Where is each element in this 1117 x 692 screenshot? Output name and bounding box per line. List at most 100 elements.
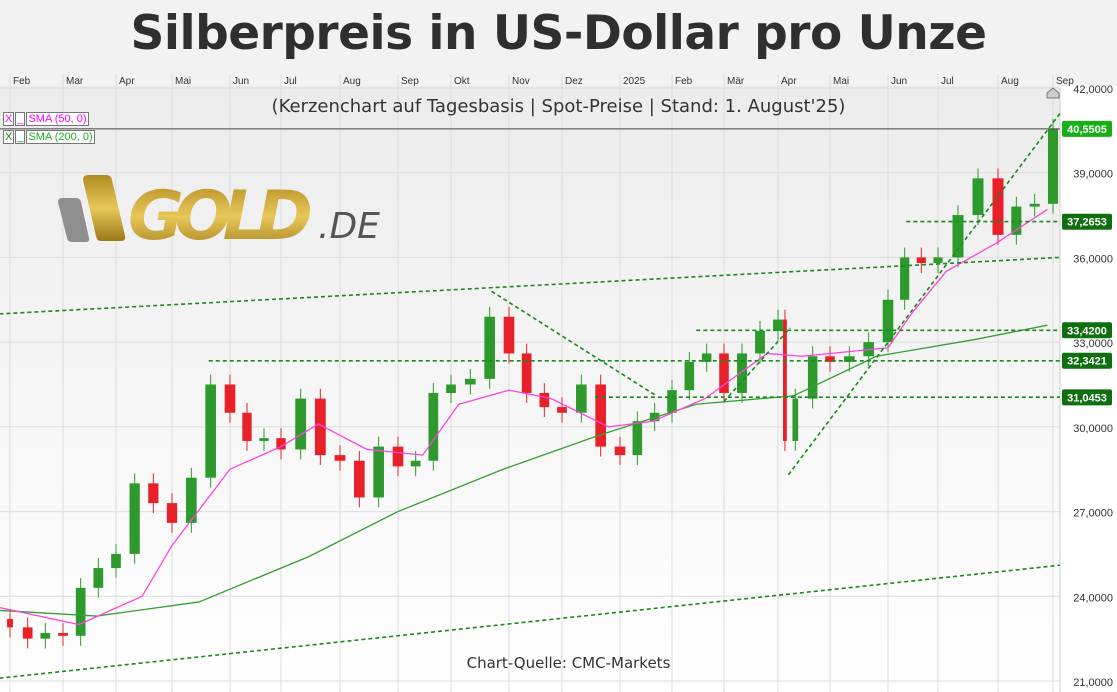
x-tick-label: Nov: [512, 76, 530, 87]
gold-de-logo: GOLD .DE: [58, 175, 380, 256]
logo-text-gold: GOLD: [128, 177, 313, 256]
candle-body: [667, 390, 677, 413]
candle-body: [7, 618, 13, 628]
candle-body: [773, 319, 783, 331]
logo-bar-silver: [58, 198, 90, 242]
candle-body: [75, 587, 86, 636]
x-tick-label: Jun: [233, 76, 249, 87]
y-tick-label: 36,0000: [1073, 253, 1113, 265]
candle-body: [242, 412, 252, 441]
legend-sma200[interactable]: X _ SMA (200, 0): [3, 130, 95, 144]
candle-body: [40, 632, 51, 639]
candle-body: [314, 398, 326, 456]
candle-body: [737, 353, 747, 393]
candle-body: [882, 299, 894, 343]
candle-body: [148, 483, 159, 504]
candle-body: [129, 483, 140, 554]
candle-body: [334, 455, 346, 461]
candle-body: [952, 215, 964, 258]
y-tick-label: 33,0000: [1073, 338, 1113, 350]
logo-bar-gold: [83, 175, 126, 241]
price-label-box: [1062, 120, 1112, 137]
sma200-line: [0, 324, 1048, 617]
x-tick-label: Aug: [1001, 76, 1019, 87]
candle-body: [111, 553, 121, 569]
candle-body: [1011, 206, 1022, 235]
price-label: 33,4200: [1067, 325, 1107, 337]
candle-body: [807, 356, 818, 399]
candle-body: [503, 316, 515, 354]
legend-label: SMA (200, 0): [26, 130, 95, 144]
chart-source: Chart-Quelle: CMC-Markets: [466, 654, 671, 672]
candle-body: [595, 384, 606, 447]
price-label: 40,5505: [1067, 124, 1107, 136]
candle-body: [900, 257, 910, 300]
candle-body: [576, 384, 587, 413]
candle-body: [276, 438, 286, 450]
candle-body: [972, 178, 984, 216]
candle-body: [521, 353, 532, 393]
trend-line: [0, 256, 1061, 315]
toggle-icon[interactable]: X: [3, 130, 15, 144]
candle-body: [205, 384, 216, 478]
candle-body: [783, 319, 787, 441]
candle-body: [684, 361, 695, 391]
y-tick-label: 24,0000: [1073, 592, 1113, 604]
candle-body: [1047, 128, 1059, 204]
price-label: 37,2653: [1067, 217, 1107, 229]
toggle-icon[interactable]: X: [3, 112, 15, 126]
x-tick-label: Okt: [454, 76, 470, 87]
candle-body: [844, 356, 855, 362]
candle-body: [539, 392, 550, 408]
x-tick-label: Dez: [565, 76, 583, 87]
x-tick-label: Sep: [1056, 76, 1074, 87]
candle-body: [93, 568, 104, 588]
x-tick-label: Mai: [175, 76, 191, 87]
trend-line: [723, 327, 791, 402]
candle-body: [614, 446, 626, 456]
price-label: 32,3421: [1067, 356, 1107, 368]
candle-body: [166, 503, 178, 523]
candle-body: [392, 446, 404, 467]
candle-body: [1029, 203, 1040, 207]
x-tick-label: Jul: [284, 76, 297, 87]
candle-body: [825, 356, 835, 362]
logo-text-de: .DE: [318, 206, 380, 247]
candle-body: [186, 477, 197, 523]
x-tick-label: Feb: [13, 76, 31, 87]
candle-body: [58, 632, 68, 636]
legend-sma50[interactable]: X _ SMA (50, 0): [3, 112, 89, 126]
candle-body: [916, 257, 926, 264]
x-tick-label: Jul: [941, 76, 954, 87]
chart-subtitle: (Kerzenchart auf Tagesbasis | Spot-Preis…: [271, 96, 846, 117]
x-tick-label: Feb: [675, 76, 693, 87]
x-tick-label: Aug: [343, 76, 361, 87]
trend-line: [0, 564, 1061, 679]
x-tick-label: Mär: [727, 76, 745, 87]
candle-body: [484, 316, 495, 379]
scroll-up-icon: [1046, 87, 1060, 99]
x-tick-label: Mar: [66, 76, 84, 87]
y-tick-label: 39,0000: [1073, 169, 1113, 181]
candle-body: [446, 384, 456, 393]
header-background: [0, 0, 1117, 86]
candle-body: [755, 330, 765, 354]
candle-body: [410, 460, 421, 467]
y-tick-label: 27,0000: [1073, 508, 1113, 520]
x-tick-label: Sep: [401, 76, 419, 87]
candle-body: [557, 407, 567, 413]
line-style-icon[interactable]: _: [15, 130, 26, 144]
candle-body: [259, 438, 269, 441]
price-label: 31,0453: [1067, 392, 1107, 404]
candle-body: [992, 178, 1004, 235]
trend-line: [787, 112, 1061, 476]
candle-body: [465, 378, 476, 385]
y-tick-label: 30,0000: [1073, 423, 1113, 435]
x-tick-label: Mai: [833, 76, 849, 87]
candle-body: [354, 460, 365, 498]
legend-label: SMA (50, 0): [26, 112, 89, 126]
price-label-box: [1062, 352, 1112, 369]
line-style-icon[interactable]: _: [15, 112, 26, 126]
candle-body: [719, 353, 729, 393]
